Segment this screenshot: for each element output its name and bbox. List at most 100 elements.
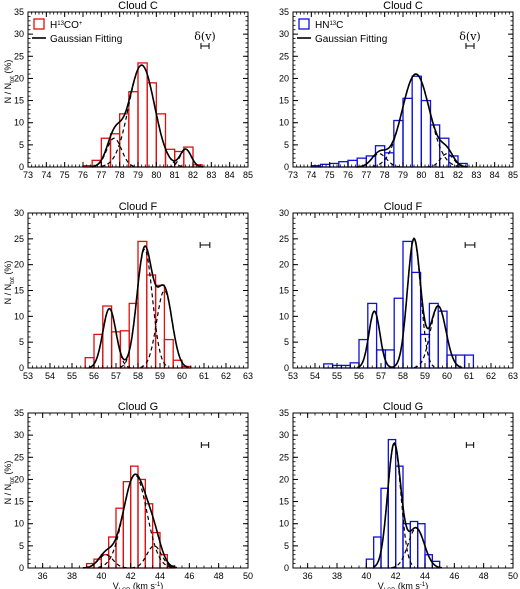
y-tick-label: 25	[14, 452, 24, 462]
y-tick-label: 20	[14, 260, 24, 270]
y-tick-label: 20	[279, 260, 289, 270]
x-axis-label: VLSR (km s-1)	[378, 581, 429, 589]
y-axis-label: N / Ntot (%)	[3, 261, 16, 305]
y-tick-label: 15	[14, 497, 24, 507]
x-axis-label-unit: (km s	[395, 581, 420, 589]
y-axis-label-unit: (%)	[3, 461, 13, 478]
x-tick-label: 63	[508, 371, 518, 381]
gaussian-component-line	[120, 248, 169, 368]
y-tick-label: 25	[14, 234, 24, 244]
x-tick-label: 83	[471, 170, 481, 180]
x-tick-label: 53	[23, 371, 33, 381]
y-tick-label: 35	[279, 7, 289, 17]
y-tick-label: 5	[284, 140, 289, 150]
legend-label-mid: CO	[64, 20, 79, 31]
y-axis-label: N / Ntot (%)	[3, 60, 16, 104]
y-tick-label: 15	[279, 96, 289, 106]
gaussian-component-line	[98, 474, 172, 568]
x-axis-label-close: )	[425, 581, 428, 589]
gaussian-component-line	[373, 443, 416, 568]
x-axis-label-v: V	[113, 581, 119, 589]
y-tick-label: 30	[14, 208, 24, 218]
y-tick-label: 15	[14, 286, 24, 296]
histogram-bar	[402, 97, 413, 168]
legend-swatch-bars	[298, 18, 310, 30]
x-tick-label: 57	[376, 371, 386, 381]
chart-panel-4: Cloud F 53 54 55 56 57 58 59 60 61 62 63 0 5 10 15 20 25 3…	[279, 201, 518, 381]
legend-label-sup2: +	[79, 21, 83, 27]
histogram-bar	[347, 159, 358, 168]
x-tick-label: 50	[243, 571, 253, 581]
x-tick-label: 79	[133, 170, 143, 180]
x-tick-label: 79	[398, 170, 408, 180]
legend-label-line: HN13C	[315, 20, 343, 31]
histogram-bar	[411, 75, 422, 168]
x-tick-label: 74	[41, 170, 51, 180]
x-tick-label: 80	[416, 170, 426, 180]
chart-panel-5: Cloud G 36 38 40 42 44 46 48 50 0 5 10 15 20 25 30 35 N /…	[3, 401, 253, 589]
x-tick-label: 74	[306, 170, 316, 180]
y-tick-label: 30	[279, 208, 289, 218]
y-tick-label: 5	[19, 541, 24, 551]
x-tick-label: 83	[206, 170, 216, 180]
gaussian-component-line	[393, 237, 435, 368]
y-tick-label: 25	[279, 452, 289, 462]
histogram-bar	[119, 113, 130, 168]
x-tick-label: 58	[133, 371, 143, 381]
y-axis-label-main: N / N	[3, 83, 13, 104]
y-tick-label: 0	[19, 363, 24, 373]
y-tick-label: 30	[279, 430, 289, 440]
x-tick-label: 84	[225, 170, 235, 180]
x-tick-label: 46	[449, 571, 459, 581]
y-axis-label-unit: (%)	[3, 261, 13, 278]
chart-title: Cloud F	[119, 201, 158, 213]
y-axis-label-sub: tot	[10, 477, 16, 484]
x-tick-label: 53	[288, 371, 298, 381]
histogram-bar	[338, 161, 349, 168]
histogram-bar	[128, 91, 139, 168]
y-tick-label: 10	[279, 311, 289, 321]
y-tick-label: 35	[14, 7, 24, 17]
y-tick-label: 20	[14, 73, 24, 83]
chart-panel-2: Cloud C 73 74 75 76 77 78 79 80 81 82 83 84 85 0 5 10 15 2…	[279, 0, 518, 180]
x-tick-label: 77	[361, 170, 371, 180]
y-tick-label: 35	[14, 408, 24, 418]
resolution-annotation: δ(v)	[459, 30, 480, 43]
y-tick-label: 0	[19, 162, 24, 172]
legend: HN13C Gaussian Fitting	[297, 18, 387, 45]
x-tick-label: 42	[126, 571, 136, 581]
x-axis-label-sup: -1	[420, 582, 426, 588]
x-tick-label: 38	[332, 571, 342, 581]
y-tick-label: 25	[14, 51, 24, 61]
x-tick-label: 62	[486, 371, 496, 381]
histogram-bar	[411, 271, 422, 369]
y-tick-label: 25	[279, 51, 289, 61]
y-axis-label-sub: tot	[10, 277, 16, 284]
histogram-bar	[329, 162, 340, 168]
x-tick-label: 61	[464, 371, 474, 381]
histogram-bar	[174, 150, 185, 168]
histogram-bar	[119, 330, 130, 369]
x-tick-label: 56	[354, 371, 364, 381]
x-tick-label: 85	[243, 170, 253, 180]
x-axis-label: VLSR (km s-1)	[113, 581, 164, 589]
chart-panel-6: Cloud G 36 38 40 42 44 46 48 50 0 5 10 15 20 25 30 35 VLS…	[279, 401, 518, 589]
x-tick-label: 56	[89, 371, 99, 381]
histogram-bar	[365, 558, 375, 569]
gaussian-fit-total-line	[373, 441, 442, 569]
x-tick-label: 78	[115, 170, 125, 180]
x-tick-label: 46	[184, 571, 194, 581]
y-axis-label-main: N / N	[3, 284, 13, 305]
x-tick-label: 58	[398, 371, 408, 381]
gaussian-fit-total-line	[82, 473, 178, 569]
chart-title: Cloud C	[383, 0, 423, 12]
x-tick-label: 44	[155, 571, 165, 581]
x-tick-label: 59	[155, 371, 165, 381]
y-tick-label: 20	[279, 73, 289, 83]
x-tick-label: 73	[23, 170, 33, 180]
y-tick-label: 5	[19, 337, 24, 347]
legend-label-mid: C	[336, 20, 343, 31]
histogram-bar	[128, 302, 139, 369]
y-tick-label: 0	[284, 162, 289, 172]
